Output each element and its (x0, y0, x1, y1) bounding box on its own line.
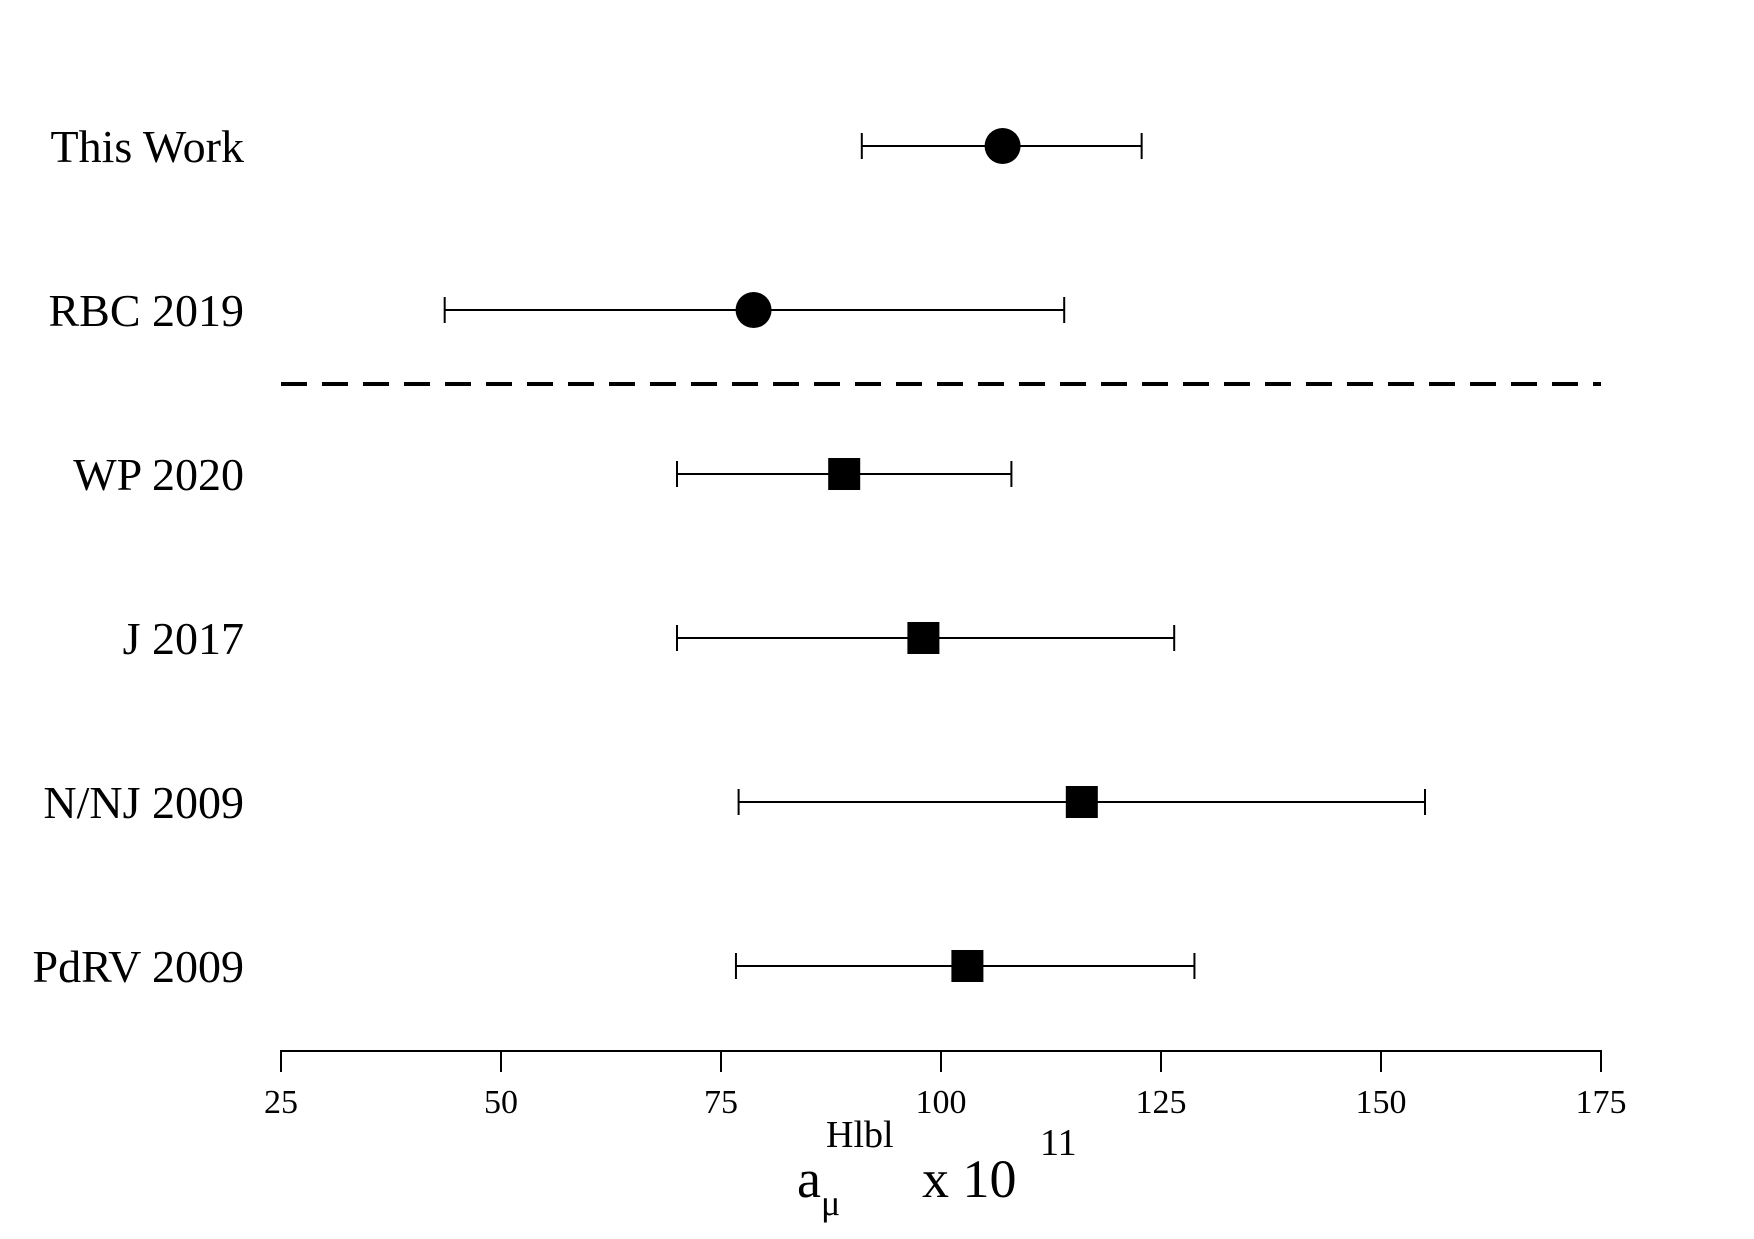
x-axis: 25 50 75 100 125 150 175 (264, 1050, 1627, 1121)
x-axis-label-subscript: μ (821, 1183, 840, 1223)
entry-j-2017: J 2017 (123, 613, 1176, 664)
x-tick-label: 150 (1356, 1084, 1407, 1121)
entry-label: N/NJ 2009 (43, 777, 244, 828)
data-point-circle (984, 128, 1021, 164)
entry-pdrv-2009: PdRV 2009 (33, 941, 1196, 992)
x-axis-label-superscript: Hlbl (826, 1114, 894, 1156)
x-axis-label-exponent: 11 (1040, 1122, 1077, 1164)
x-tick-label: 175 (1576, 1084, 1627, 1121)
entry-rbc-2019: RBC 2019 (48, 285, 1066, 336)
entry-label: RBC 2019 (48, 285, 244, 336)
x-tick-label: 25 (264, 1084, 298, 1121)
x-tick-label: 75 (704, 1084, 738, 1121)
x-axis-label-suffix: x 10 (922, 1149, 1017, 1209)
data-point-circle (735, 292, 772, 328)
entry-wp-2020: WP 2020 (73, 449, 1013, 500)
entry-label: PdRV 2009 (33, 941, 244, 992)
x-tick-label: 50 (484, 1084, 518, 1121)
entry-label: This Work (50, 121, 244, 172)
x-tick-label: 125 (1136, 1084, 1187, 1121)
entry-label: J 2017 (123, 613, 244, 664)
entries-group: This Work RBC 2019 WP 2020 J 2017 N/NJ 2009 P… (33, 121, 1426, 992)
entry-label: WP 2020 (73, 449, 244, 500)
x-axis-label-base: a (797, 1149, 821, 1209)
entry-n-nj-2009: N/NJ 2009 (43, 777, 1426, 828)
data-point-square (907, 622, 940, 654)
x-axis-label: aμ Hlbl x 10 11 (797, 1114, 1077, 1223)
entry-this-work: This Work (50, 121, 1143, 172)
data-point-square (828, 458, 861, 490)
data-point-square (951, 950, 984, 982)
x-tick-label: 100 (916, 1084, 967, 1121)
data-point-square (1065, 786, 1098, 818)
